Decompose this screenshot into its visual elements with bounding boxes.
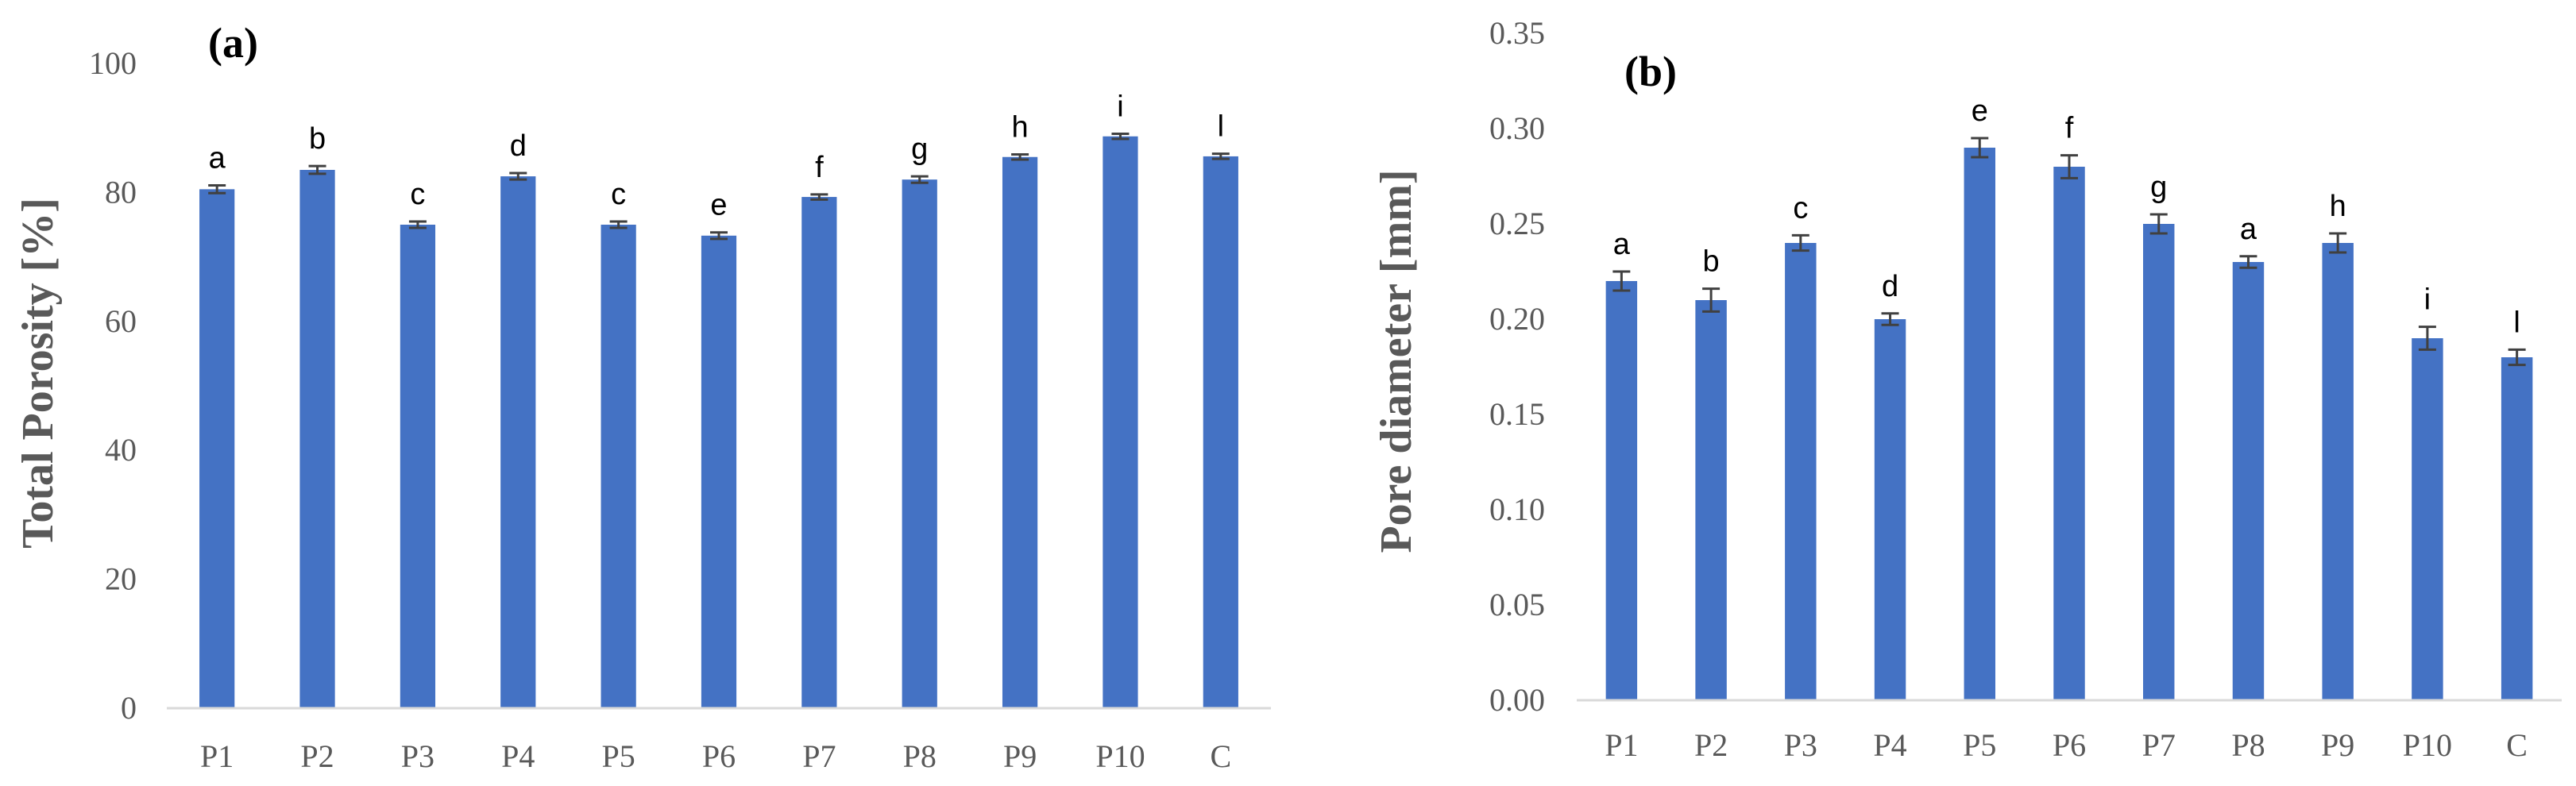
x-tick-label-b-p1: P1 [1605, 727, 1638, 763]
significance-label-a-p9: h [1012, 110, 1029, 144]
y-axis-title-a: Total Porosity [%] [14, 198, 63, 549]
significance-label-a-p1: a [209, 141, 226, 175]
x-tick-label-b-p4: P4 [1873, 727, 1906, 763]
bar-a-p5 [601, 225, 636, 708]
y-tick-label-b-4: 0.20 [1489, 301, 1545, 337]
x-tick-label-b-p6: P6 [2053, 727, 2086, 763]
bar-a-p4 [500, 176, 536, 709]
x-tick-label-b-c: C [2506, 727, 2528, 763]
x-tick-label-a-p1: P1 [200, 738, 234, 774]
y-tick-label-b-6: 0.30 [1489, 110, 1545, 146]
significance-label-b-p5: e [1972, 94, 1988, 128]
chart-b: (b) Pore diameter [mm] 0.00 0.05 0.10 0.15 0… [1372, 15, 2562, 763]
bar-a-p2 [299, 169, 335, 709]
x-tick-label-a-p2: P2 [300, 738, 334, 774]
x-tick-label-b-p3: P3 [1784, 727, 1817, 763]
y-tick-label-a-1: 20 [105, 561, 137, 597]
y-tick-label-b-2: 0.10 [1489, 491, 1545, 527]
x-tick-label-b-p9: P9 [2321, 727, 2354, 763]
significance-label-b-p10: i [2424, 283, 2431, 317]
x-tick-label-a-p10: P10 [1095, 738, 1145, 774]
significance-label-a-p10: i [1117, 91, 1123, 124]
significance-label-b-p3: c [1793, 191, 1808, 225]
y-tick-label-a-4: 80 [105, 174, 137, 210]
bar-a-c [1203, 156, 1238, 709]
significance-label-b-c: l [2513, 306, 2520, 339]
significance-label-a-p7: f [815, 151, 824, 184]
bar-b-p2 [1695, 300, 1727, 700]
x-tick-label-a-p5: P5 [602, 738, 635, 774]
bar-b-p1 [1605, 281, 1638, 700]
bar-a-p7 [801, 197, 837, 709]
significance-label-a-p5: c [611, 178, 626, 211]
bar-a-p6 [701, 235, 737, 709]
bar-b-p4 [1874, 319, 1906, 700]
bar-b-p7 [2143, 224, 2175, 700]
significance-label-b-p1: a [1613, 228, 1631, 261]
bar-a-p3 [400, 225, 436, 708]
significance-label-b-p6: f [2065, 112, 2074, 145]
significance-label-b-p8: a [2240, 213, 2257, 246]
panel-tag-b: (b) [1624, 48, 1677, 95]
y-tick-label-b-1: 0.05 [1489, 587, 1545, 622]
x-tick-label-a-p3: P3 [401, 738, 434, 774]
x-tick-label-b-p10: P10 [2403, 727, 2452, 763]
x-tick-label-a-p6: P6 [702, 738, 736, 774]
bar-b-p3 [1785, 243, 1817, 700]
x-tick-label-a-p7: P7 [802, 738, 836, 774]
x-tick-label-b-p8: P8 [2231, 727, 2265, 763]
y-tick-label-a-5: 100 [89, 45, 137, 81]
significance-label-b-p7: g [2150, 171, 2167, 204]
y-tick-label-b-3: 0.15 [1489, 396, 1545, 432]
significance-label-b-p4: d [1882, 270, 1898, 303]
x-tick-label-b-p2: P2 [1694, 727, 1728, 763]
bar-a-p1 [199, 189, 235, 709]
bar-b-p10 [2412, 338, 2443, 700]
significance-label-a-p2: b [309, 122, 326, 156]
x-tick-label-a-p4: P4 [501, 738, 535, 774]
bar-a-p10 [1103, 136, 1138, 709]
significance-label-b-p2: b [1703, 245, 1720, 279]
significance-label-a-p6: e [710, 189, 727, 222]
x-tick-label-a-p8: P8 [903, 738, 937, 774]
y-tick-label-b-7: 0.35 [1489, 15, 1545, 51]
y-axis-title-b: Pore diameter [mm] [1372, 169, 1421, 553]
significance-label-a-p4: d [510, 129, 527, 163]
y-tick-label-a-0: 0 [121, 690, 137, 726]
bar-b-c [2501, 357, 2533, 700]
y-tick-label-b-0: 0.00 [1489, 682, 1545, 718]
bar-b-p9 [2322, 243, 2354, 700]
bar-b-p5 [1964, 148, 1995, 700]
y-tick-label-b-5: 0.25 [1489, 206, 1545, 241]
y-tick-label-a-3: 60 [105, 303, 137, 339]
bar-b-p6 [2053, 167, 2085, 700]
bar-a-p8 [902, 179, 937, 708]
significance-label-b-p9: h [2330, 190, 2346, 223]
x-tick-label-a-c: C [1210, 738, 1231, 774]
x-tick-label-a-p9: P9 [1003, 738, 1037, 774]
x-tick-label-b-p7: P7 [2142, 727, 2176, 763]
significance-label-a-p8: g [911, 133, 928, 166]
chart-a: (a) Total Porosity [%] 0 20 40 60 80 100 a P1 b P… [14, 19, 1271, 774]
significance-label-a-c: l [1218, 110, 1224, 144]
x-tick-label-b-p5: P5 [1963, 727, 1996, 763]
significance-label-a-p3: c [410, 178, 425, 211]
bar-a-p9 [1002, 156, 1038, 709]
y-tick-label-a-2: 40 [105, 432, 137, 468]
bar-b-p8 [2232, 262, 2265, 700]
panel-tag-a: (a) [208, 19, 258, 67]
